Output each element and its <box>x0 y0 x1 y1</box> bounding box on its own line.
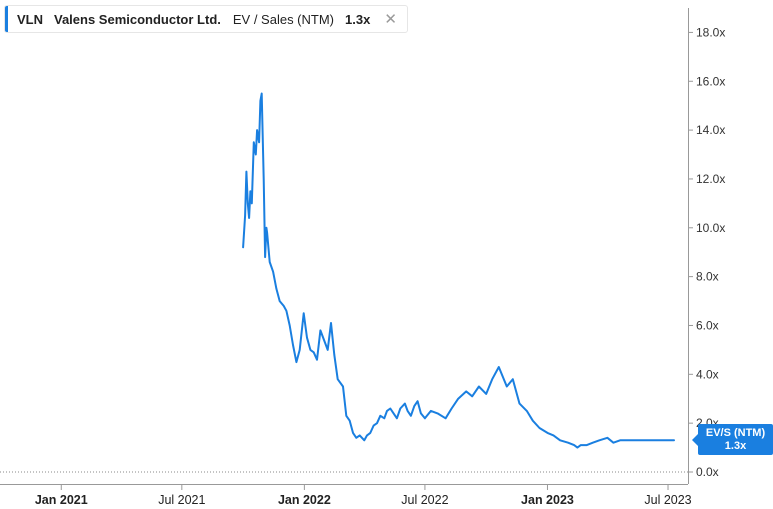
y-tick-label: 4.0x <box>696 367 719 381</box>
x-tick-label: Jan 2021 <box>35 493 88 507</box>
axes: 0.0x2.0x4.0x6.0x8.0x10.0x12.0x14.0x16.0x… <box>0 8 725 507</box>
x-tick-label: Jul 2022 <box>401 493 448 507</box>
y-tick-label: 18.0x <box>696 25 725 39</box>
y-tick-label: 0.0x <box>696 465 719 479</box>
series-line <box>242 92 675 449</box>
legend-ticker[interactable]: VLN <box>17 11 43 27</box>
y-tick-label: 16.0x <box>696 74 725 88</box>
last-value-flag-label: EV/S (NTM) <box>705 427 766 439</box>
series-layer <box>242 92 675 449</box>
x-tick-label: Jul 2021 <box>158 493 205 507</box>
y-tick-label: 14.0x <box>696 123 725 137</box>
legend-value: 1.3x <box>345 11 371 27</box>
legend: VLN Valens Semiconductor Ltd. EV / Sales… <box>4 5 408 33</box>
close-icon[interactable]: ✕ <box>384 11 397 28</box>
legend-metric: EV / Sales (NTM) <box>232 11 334 27</box>
y-tick-label: 10.0x <box>696 221 725 235</box>
last-value-flag: EV/S (NTM) 1.3x <box>692 424 773 455</box>
x-tick-label: Jan 2022 <box>278 493 331 507</box>
legend-company: Valens Semiconductor Ltd. <box>54 11 221 27</box>
x-tick-label: Jul 2023 <box>644 493 691 507</box>
x-tick-label: Jan 2023 <box>521 493 574 507</box>
last-value-flag-value: 1.3x <box>724 440 747 452</box>
y-tick-label: 8.0x <box>696 270 719 284</box>
y-tick-label: 12.0x <box>696 172 725 186</box>
y-tick-label: 6.0x <box>696 318 719 332</box>
legend-swatch <box>5 6 8 32</box>
